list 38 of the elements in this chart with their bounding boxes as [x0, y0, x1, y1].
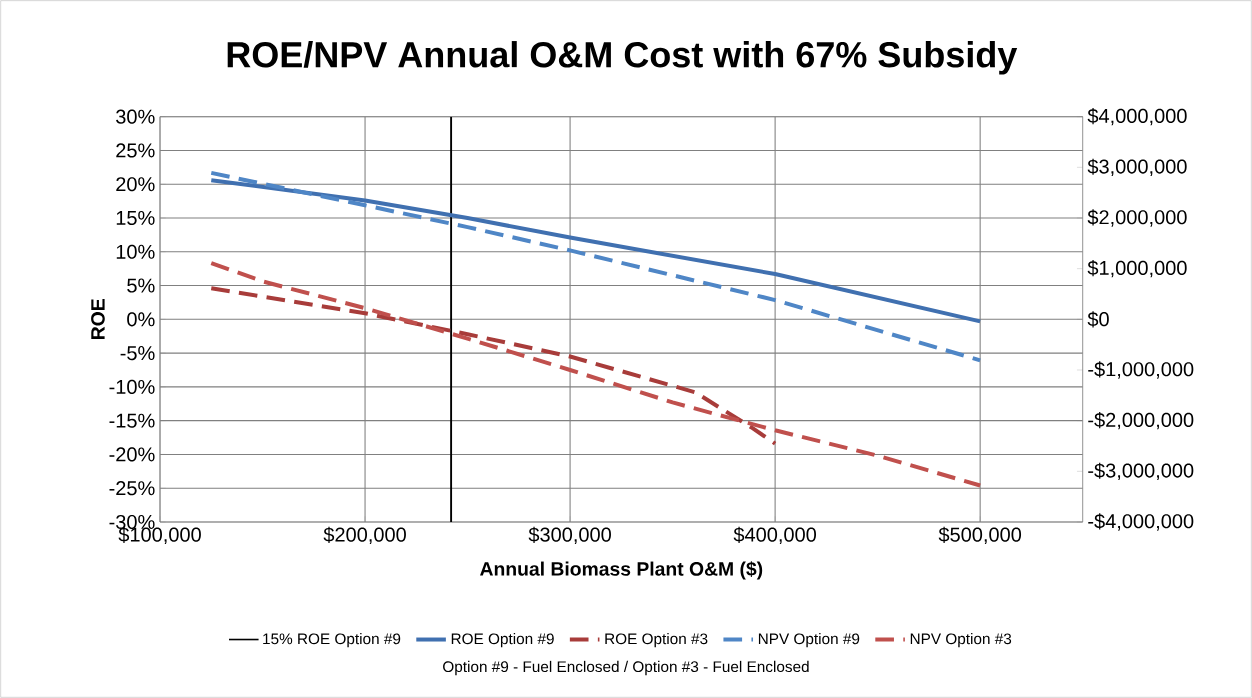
y2-tick-label: $1,000,000: [1087, 259, 1187, 278]
line-series: [209, 261, 983, 488]
y-tick-label: -15%: [109, 413, 155, 428]
legend-label: ROE Option #9: [451, 632, 554, 648]
y-tick-label: -20%: [109, 447, 155, 462]
x-tick-label: $500,000: [938, 526, 1022, 545]
line-series: [209, 286, 778, 446]
y-tick-label: 0%: [127, 312, 155, 327]
legend-label: NPV Option #9: [758, 632, 860, 648]
x-tick-label: $200,000: [323, 526, 406, 545]
legend-label: NPV Option #3: [910, 632, 1012, 648]
y-tick-label: 5%: [127, 278, 155, 293]
y2-tick-label: -$2,000,000: [1088, 411, 1194, 430]
y2-tick-label: $2,000,000: [1087, 209, 1187, 227]
y-tick-label: 10%: [116, 244, 155, 259]
y2-tick-label: -$3,000,000: [1088, 462, 1194, 480]
chart-title: ROE/NPV Annual O&M Cost with 67% Subsidy: [227, 41, 1018, 75]
legend-label: 15% ROE Option #9: [263, 632, 401, 648]
line-series: [209, 170, 983, 363]
y-tick-label: -25%: [109, 481, 155, 496]
y-tick-label: 25%: [116, 143, 155, 158]
y-tick-label: 30%: [116, 109, 155, 124]
y2-tick-label: $4,000,000: [1087, 107, 1187, 126]
text: Option #9 - Fuel Enclosed / Option #3 - Fuel Enclosed: [443, 660, 809, 676]
y-tick-label: 15%: [116, 210, 155, 226]
x-tick-label: $300,000: [528, 526, 611, 545]
y-tick-label: 20%: [116, 177, 155, 192]
x-tick-label: $400,000: [733, 526, 817, 545]
y-axis-title: ROE: [91, 299, 105, 339]
y2-tick-label: -$4,000,000: [1088, 513, 1194, 531]
y-tick-label: -5%: [120, 346, 155, 361]
line-series: [209, 178, 983, 324]
legend-label: ROE Option #3: [605, 632, 708, 648]
y2-tick-label: -$1,000,000: [1088, 361, 1194, 379]
y2-tick-label: $3,000,000: [1087, 158, 1187, 176]
y2-tick-label: $0: [1087, 311, 1109, 328]
y-tick-label: -10%: [109, 379, 155, 394]
x-axis-title: Annual Biomass Plant O&M ($): [480, 561, 763, 580]
